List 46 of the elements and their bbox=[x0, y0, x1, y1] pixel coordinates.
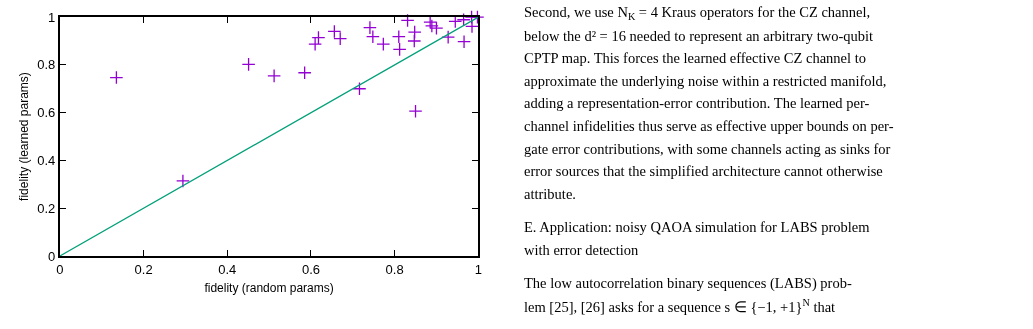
point bbox=[362, 20, 377, 35]
x-axis-title: fidelity (random params) bbox=[204, 280, 334, 295]
text: approximate the underlying noise within a restricted manifold, bbox=[524, 73, 887, 89]
point bbox=[424, 19, 439, 33]
y-tick-label: 0 bbox=[48, 248, 56, 264]
y-tick-label: 0.4 bbox=[37, 152, 56, 168]
y-tick-label: 0.2 bbox=[37, 200, 56, 216]
point bbox=[365, 29, 380, 44]
point bbox=[308, 37, 323, 52]
y-tick-label: 0.8 bbox=[37, 57, 56, 73]
point bbox=[457, 34, 471, 49]
y-tick-label: 0.6 bbox=[37, 105, 56, 121]
point bbox=[470, 10, 485, 25]
point bbox=[297, 65, 312, 80]
y-tick-label: 1 bbox=[48, 9, 56, 25]
text: E. Application: noisy QAOA simulation for LABS problem bbox=[524, 219, 871, 235]
point bbox=[311, 30, 326, 45]
x-tick-label: 0.8 bbox=[385, 261, 404, 277]
point bbox=[400, 13, 415, 28]
point bbox=[175, 174, 190, 188]
text: Second, we use N$_{K}$ = 4 Kraus operators for the CZ channel, bbox=[524, 4, 871, 23]
x-tick-label: 0.6 bbox=[301, 261, 320, 277]
text: error sources that the simplified architecture cannot otherwise bbox=[524, 163, 883, 179]
text: The low autocorrelation binary sequences (LABS) prob- bbox=[524, 275, 852, 292]
point bbox=[441, 30, 456, 45]
x-tick-label: 0.4 bbox=[218, 261, 237, 277]
point bbox=[408, 104, 423, 119]
point bbox=[267, 68, 282, 83]
text: with error detection bbox=[524, 242, 640, 258]
point bbox=[352, 81, 367, 96]
point bbox=[392, 42, 407, 57]
point bbox=[109, 70, 124, 85]
text: lem [25], [26] asks for a sequence s ∈ {−1, +1}$^{N}$ that bbox=[524, 297, 836, 316]
text: CPTP map. This forces the learned effective CZ channel to bbox=[524, 50, 866, 66]
point bbox=[241, 57, 256, 72]
point bbox=[407, 34, 422, 48]
x-tick-label: 0.2 bbox=[134, 261, 153, 277]
text: attribute. bbox=[524, 186, 576, 202]
x-tick-label: 1 bbox=[474, 261, 482, 277]
point bbox=[391, 29, 406, 44]
text: channel infidelities thus serve as effective upper bounds on per- bbox=[524, 118, 894, 134]
point bbox=[376, 37, 391, 52]
text: gate error contributions, with some channels acting as sinks for bbox=[524, 141, 891, 157]
text: below the d² = 16 needed to represent an arbitrary two-qubit bbox=[524, 28, 874, 44]
text: adding a representation-error contribution. The learned per- bbox=[524, 95, 870, 111]
y-axis-title: fidelity (learned params) bbox=[17, 72, 32, 201]
